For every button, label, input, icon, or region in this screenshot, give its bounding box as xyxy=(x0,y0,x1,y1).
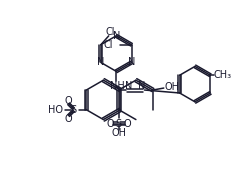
Text: N: N xyxy=(137,81,145,91)
Text: S: S xyxy=(70,105,76,115)
Text: N: N xyxy=(127,57,135,68)
Text: NH: NH xyxy=(109,81,124,91)
Text: O: O xyxy=(106,119,113,128)
Text: OH: OH xyxy=(111,128,126,138)
Text: O: O xyxy=(64,96,72,106)
Text: S: S xyxy=(115,119,121,128)
Text: Cl: Cl xyxy=(103,40,112,50)
Text: Cl: Cl xyxy=(106,27,115,37)
Text: O: O xyxy=(64,114,72,124)
Text: HO: HO xyxy=(48,105,63,115)
Text: N: N xyxy=(125,81,132,91)
Text: OH: OH xyxy=(164,82,178,92)
Text: CH₃: CH₃ xyxy=(212,70,230,80)
Text: O: O xyxy=(123,119,131,128)
Text: N: N xyxy=(112,31,119,41)
Text: N: N xyxy=(97,57,104,68)
